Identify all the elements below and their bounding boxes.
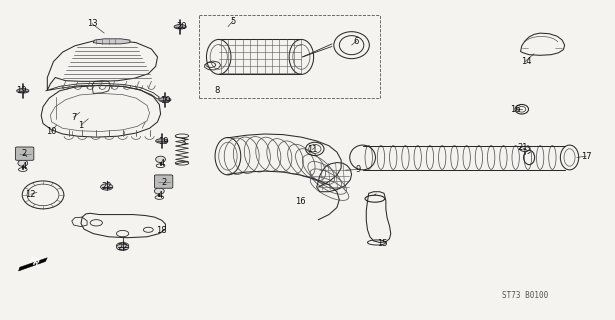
Text: 13: 13: [87, 19, 97, 28]
Text: 11: 11: [307, 145, 318, 154]
Text: 19: 19: [16, 86, 26, 95]
Circle shape: [101, 184, 113, 190]
Ellipse shape: [154, 188, 164, 194]
Text: 19: 19: [161, 96, 171, 105]
Ellipse shape: [18, 160, 28, 166]
Text: 15: 15: [377, 239, 387, 248]
Text: 14: 14: [522, 57, 532, 66]
Text: ST73 B0100: ST73 B0100: [502, 291, 548, 300]
Text: 10: 10: [46, 127, 57, 136]
Text: 12: 12: [26, 190, 36, 199]
Text: 20: 20: [177, 22, 187, 31]
Text: 4: 4: [22, 163, 26, 172]
Text: 5: 5: [230, 17, 236, 26]
Text: 22: 22: [101, 182, 112, 191]
FancyArrowPatch shape: [22, 261, 41, 268]
Text: 7: 7: [71, 113, 76, 122]
Text: 17: 17: [581, 152, 592, 161]
Text: 18: 18: [156, 226, 167, 235]
Text: 3: 3: [180, 138, 185, 147]
Text: 21: 21: [518, 143, 528, 152]
Ellipse shape: [156, 139, 168, 143]
Text: 22: 22: [117, 243, 128, 252]
Text: 6: 6: [354, 36, 359, 45]
Text: 4: 4: [158, 191, 163, 200]
Text: 1: 1: [78, 121, 84, 130]
Circle shape: [116, 244, 129, 251]
FancyBboxPatch shape: [15, 147, 34, 160]
Text: 2: 2: [161, 178, 166, 187]
Text: 19: 19: [159, 137, 169, 146]
FancyBboxPatch shape: [154, 175, 173, 188]
Ellipse shape: [174, 25, 186, 29]
Ellipse shape: [156, 156, 165, 163]
Ellipse shape: [17, 89, 29, 93]
Text: 4: 4: [159, 159, 164, 168]
Text: 9: 9: [355, 165, 360, 174]
Polygon shape: [18, 258, 47, 271]
Text: FR.: FR.: [26, 256, 43, 271]
Polygon shape: [93, 39, 130, 44]
Text: 8: 8: [214, 86, 220, 95]
Text: 16: 16: [510, 105, 521, 114]
Text: 16: 16: [295, 197, 306, 206]
Ellipse shape: [159, 98, 171, 102]
Text: 2: 2: [22, 149, 26, 158]
